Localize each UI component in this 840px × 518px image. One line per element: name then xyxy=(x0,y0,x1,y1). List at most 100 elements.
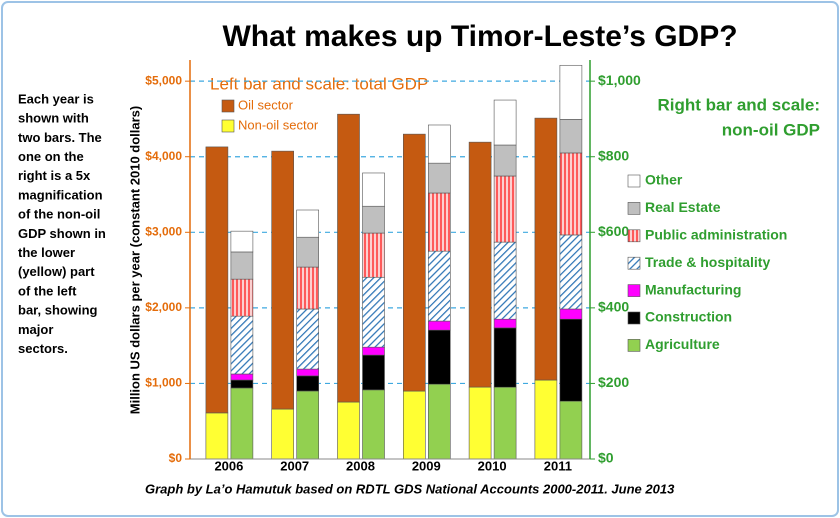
bar-segment xyxy=(402,390,426,460)
annotation: magnification xyxy=(18,187,103,202)
x-tick-label: 2008 xyxy=(346,458,375,473)
annotation: bar, showing xyxy=(18,303,98,318)
bar-segment xyxy=(362,205,385,234)
bar-segment xyxy=(402,133,426,392)
bar-segment xyxy=(230,373,254,381)
annotation: major xyxy=(18,322,53,337)
y2-tick-label: $200 xyxy=(598,374,629,390)
y-tick-label: $1,000 xyxy=(145,376,182,390)
bar-segment xyxy=(427,383,451,460)
bar-segment xyxy=(271,150,295,410)
y2-tick-label: $0 xyxy=(598,450,614,466)
legend-label: Oil sector xyxy=(238,97,294,112)
bar-segment xyxy=(337,401,360,460)
bar-segment xyxy=(493,327,517,388)
y2-tick-label: $400 xyxy=(598,299,629,315)
y-tick-label: $5,000 xyxy=(145,73,182,87)
x-tick-label: 2010 xyxy=(478,458,507,473)
bar-segment xyxy=(362,232,385,278)
annotation: shown with xyxy=(18,111,89,126)
bar-segment xyxy=(493,175,517,243)
legend-label: Other xyxy=(645,172,683,188)
x-tick-label: 2006 xyxy=(214,458,243,473)
annotation: of the left xyxy=(18,283,77,298)
bar-segment xyxy=(559,64,583,120)
y-tick-label: $2,000 xyxy=(145,300,182,314)
legend-label: Construction xyxy=(645,309,732,325)
bar-segment xyxy=(493,144,517,177)
right-heading: Right bar and scale: xyxy=(658,95,820,114)
legend-swatch xyxy=(221,119,235,133)
bar-segment xyxy=(427,320,451,331)
bar-segment xyxy=(296,266,320,310)
y-tick-label: $4,000 xyxy=(145,149,182,163)
bar-segment xyxy=(468,386,492,460)
bar-segment xyxy=(427,329,451,385)
x-tick-label: 2011 xyxy=(544,458,572,473)
left-heading: Left bar and scale: total GDP xyxy=(210,74,428,93)
bar-segment xyxy=(493,386,517,460)
annotation: two bars. The xyxy=(18,130,102,145)
bar-segment xyxy=(337,113,360,403)
legend-swatch xyxy=(221,99,235,113)
legend-swatch xyxy=(627,284,641,297)
bar-segment xyxy=(559,119,583,154)
legend-swatch xyxy=(627,202,641,215)
bar-segment xyxy=(296,209,320,238)
y-axis-label: Million US dollars per year (constant 20… xyxy=(127,106,142,414)
x-tick-label: 2009 xyxy=(412,458,441,473)
bar-segment xyxy=(559,400,583,460)
y-tick-label: $0 xyxy=(169,451,183,465)
bar-segment xyxy=(468,141,492,388)
bar-segment xyxy=(296,390,320,460)
annotation: of the non-oil xyxy=(18,207,100,222)
chart-title: What makes up Timor-Leste’s GDP? xyxy=(222,20,737,53)
bar-segment xyxy=(230,379,254,389)
bar-segment xyxy=(362,172,385,207)
bar-segment xyxy=(230,315,254,375)
bar-segment xyxy=(362,389,385,460)
annotation: (yellow) part xyxy=(18,264,95,279)
bar-segment xyxy=(230,387,254,460)
bar-segment xyxy=(427,124,451,164)
annotation: one on the xyxy=(18,149,84,164)
bar-segment xyxy=(559,318,583,402)
bar-segment xyxy=(205,146,229,414)
bar-segment xyxy=(271,408,295,460)
bar-segment xyxy=(230,278,254,317)
legend-label: Real Estate xyxy=(645,199,721,215)
annotation: sectors. xyxy=(18,341,68,356)
bar-segment xyxy=(559,234,583,310)
legend-label: Manufacturing xyxy=(645,281,741,297)
annotation: right is a 5x xyxy=(18,168,91,183)
source: Graph by La’o Hamutuk based on RDTL GDS … xyxy=(145,481,675,496)
bar-segment xyxy=(493,99,517,146)
legend-swatch xyxy=(627,229,641,243)
bar-segment xyxy=(534,379,558,460)
right-heading: non-oil GDP xyxy=(722,120,820,139)
bar-segment xyxy=(230,230,254,253)
bar-segment xyxy=(296,236,320,268)
annotation: GDP shown in xyxy=(18,226,106,241)
bar-segment xyxy=(296,375,320,392)
bar-segment xyxy=(296,308,320,370)
legend-swatch xyxy=(627,311,641,325)
bar-segment xyxy=(296,368,320,377)
annotation: Each year is xyxy=(18,91,94,106)
legend-label: Public administration xyxy=(645,227,787,243)
y2-tick-label: $600 xyxy=(598,223,629,239)
annotation: the lower xyxy=(18,245,75,260)
bar-segment xyxy=(559,152,583,236)
bar-segment xyxy=(362,346,385,356)
legend-swatch xyxy=(627,339,641,352)
bar-segment xyxy=(427,192,451,252)
bar-segment xyxy=(559,308,583,320)
bar-segment xyxy=(362,354,385,391)
bar-segment xyxy=(205,412,229,460)
legend-label: Agriculture xyxy=(645,336,720,352)
legend-swatch xyxy=(627,256,641,270)
bar-segment xyxy=(427,162,451,194)
y2-tick-label: $800 xyxy=(598,147,629,163)
bar-segment xyxy=(362,276,385,348)
